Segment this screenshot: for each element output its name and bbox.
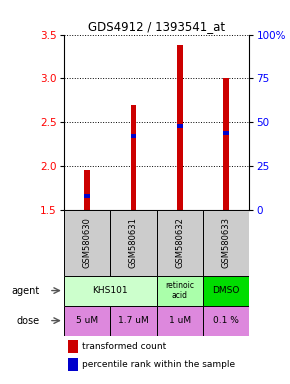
Bar bbox=[64, 306, 110, 336]
Bar bbox=[110, 306, 157, 336]
Text: percentile rank within the sample: percentile rank within the sample bbox=[82, 361, 235, 369]
Bar bbox=[68, 340, 78, 353]
Bar bbox=[157, 276, 203, 306]
Text: agent: agent bbox=[11, 286, 40, 296]
Bar bbox=[84, 170, 90, 210]
Bar bbox=[177, 45, 183, 210]
Text: GSM580630: GSM580630 bbox=[82, 217, 92, 268]
Text: 0.1 %: 0.1 % bbox=[213, 316, 239, 325]
Bar bbox=[203, 306, 249, 336]
Text: GSM580633: GSM580633 bbox=[222, 217, 231, 268]
Bar bbox=[64, 210, 110, 276]
Text: dose: dose bbox=[17, 316, 40, 326]
Bar bbox=[223, 78, 229, 210]
Text: KHS101: KHS101 bbox=[93, 286, 128, 295]
Text: 5 uM: 5 uM bbox=[76, 316, 98, 325]
Bar bbox=[68, 358, 78, 371]
Bar bbox=[64, 276, 157, 306]
Text: DMSO: DMSO bbox=[213, 286, 240, 295]
Bar bbox=[203, 276, 249, 306]
Bar bbox=[203, 210, 249, 276]
Text: retinoic
acid: retinoic acid bbox=[165, 281, 194, 300]
Bar bbox=[84, 194, 90, 198]
Bar bbox=[157, 306, 203, 336]
Bar bbox=[130, 105, 136, 210]
Title: GDS4912 / 1393541_at: GDS4912 / 1393541_at bbox=[88, 20, 225, 33]
Bar bbox=[157, 210, 203, 276]
Text: 1.7 uM: 1.7 uM bbox=[118, 316, 149, 325]
Text: GSM580631: GSM580631 bbox=[129, 217, 138, 268]
Text: GSM580632: GSM580632 bbox=[175, 217, 184, 268]
Text: transformed count: transformed count bbox=[82, 342, 167, 351]
Bar bbox=[130, 134, 136, 138]
Text: 1 uM: 1 uM bbox=[169, 316, 191, 325]
Bar bbox=[110, 210, 157, 276]
Bar bbox=[177, 124, 183, 128]
Bar bbox=[223, 131, 229, 135]
